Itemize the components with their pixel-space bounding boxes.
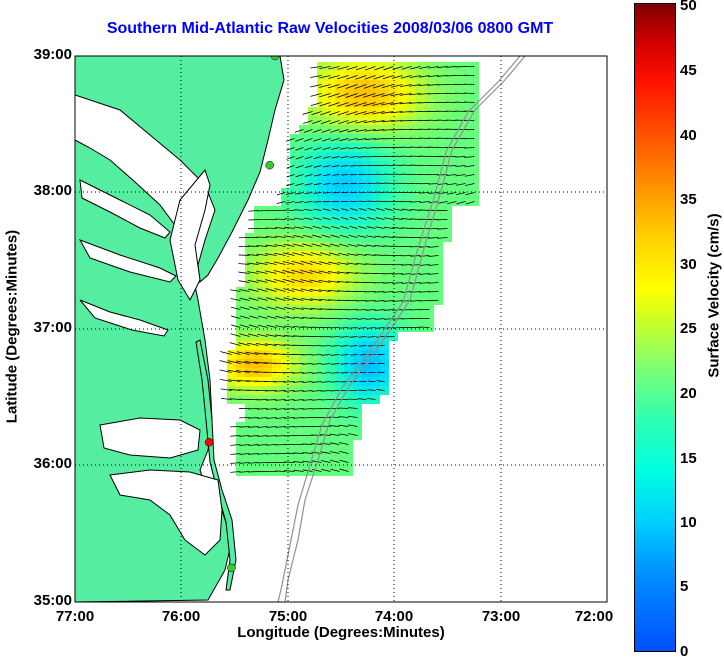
colorbar-tick-label: 15 bbox=[680, 450, 697, 467]
y-tick-label: 35:00 bbox=[14, 592, 72, 609]
y-axis-label: Latitude (Degrees:Minutes) bbox=[4, 205, 21, 449]
velocity-vector bbox=[455, 111, 465, 112]
velocity-vector bbox=[401, 319, 411, 320]
velocity-vector bbox=[275, 219, 285, 220]
velocity-vector bbox=[248, 246, 259, 247]
velocity-vector bbox=[428, 292, 438, 293]
velocity-vector bbox=[339, 408, 349, 409]
velocity-vector bbox=[311, 409, 321, 410]
velocity-vector bbox=[248, 472, 258, 473]
velocity-vector bbox=[302, 444, 312, 445]
velocity-vector bbox=[293, 427, 303, 428]
x-tick-label: 77:00 bbox=[45, 608, 105, 625]
colorbar-tick-label: 5 bbox=[680, 578, 688, 595]
velocity-vector bbox=[419, 327, 429, 328]
x-tick-label: 75:00 bbox=[258, 608, 318, 625]
velocity-vector bbox=[275, 445, 285, 446]
colorbar-tick-label: 35 bbox=[680, 191, 697, 208]
y-tick-label: 37:00 bbox=[14, 319, 72, 336]
x-tick-label: 76:00 bbox=[151, 608, 211, 625]
velocity-vector bbox=[311, 435, 321, 436]
velocity-vector bbox=[257, 211, 267, 212]
station-marker bbox=[205, 438, 213, 446]
colorbar-tick-label: 30 bbox=[680, 256, 697, 273]
velocity-vector bbox=[302, 418, 312, 419]
velocity-vector bbox=[410, 156, 420, 157]
velocity-vector bbox=[284, 436, 294, 437]
velocity-vector bbox=[332, 184, 339, 185]
y-tick-label: 36:00 bbox=[14, 455, 72, 472]
x-tick-label: 72:00 bbox=[564, 608, 624, 625]
colorbar-tick-label: 40 bbox=[680, 127, 697, 144]
velocity-vector bbox=[248, 220, 258, 221]
velocity-vector bbox=[419, 301, 429, 302]
y-tick-label: 39:00 bbox=[14, 46, 72, 63]
velocity-vector bbox=[284, 462, 294, 463]
station-marker bbox=[266, 161, 274, 169]
colorbar-tick-label: 45 bbox=[680, 62, 697, 79]
velocity-vector bbox=[360, 355, 367, 356]
x-axis-label: Longitude (Degrees:Minutes) bbox=[75, 624, 607, 641]
velocity-vector bbox=[464, 102, 474, 103]
colorbar-tick-label: 20 bbox=[680, 385, 697, 402]
velocity-vector bbox=[257, 237, 268, 238]
y-tick-label: 38:00 bbox=[14, 182, 72, 199]
x-tick-label: 74:00 bbox=[364, 608, 424, 625]
station-marker bbox=[227, 564, 235, 572]
colorbar-label: Surface Velocity (cm/s) bbox=[706, 186, 723, 406]
velocity-vector bbox=[266, 228, 276, 229]
colorbar-tick-label: 25 bbox=[680, 320, 697, 337]
velocity-vector bbox=[437, 129, 447, 130]
velocity-vector bbox=[341, 175, 348, 176]
velocity-vector bbox=[410, 310, 420, 311]
velocity-vector bbox=[275, 471, 285, 472]
velocity-vector bbox=[266, 454, 276, 455]
velocity-vector bbox=[293, 453, 303, 454]
velocity-vector bbox=[428, 138, 438, 139]
x-tick-label: 73:00 bbox=[471, 608, 531, 625]
colorbar bbox=[634, 3, 676, 652]
velocity-vector bbox=[446, 120, 456, 121]
velocity-vector bbox=[368, 346, 376, 347]
velocity-vector bbox=[239, 255, 250, 256]
velocity-vector bbox=[350, 364, 357, 365]
colorbar-tick-label: 50 bbox=[680, 0, 697, 14]
velocity-vector bbox=[419, 147, 429, 148]
colorbar-tick-label: 10 bbox=[680, 514, 697, 531]
velocity-vector bbox=[257, 463, 267, 464]
colorbar-tick-label: 0 bbox=[680, 643, 688, 660]
